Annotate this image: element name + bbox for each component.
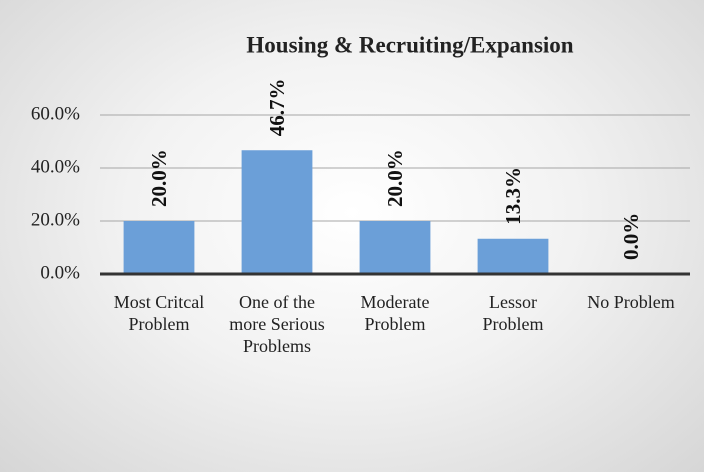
bar — [241, 150, 313, 274]
x-tick-label: One of the more Serious Problems — [229, 292, 325, 356]
bar — [123, 221, 195, 274]
x-tick-label: Most Critcal Problem — [113, 292, 205, 334]
data-label: 20.0% — [147, 149, 171, 207]
data-label: 13.3% — [501, 167, 525, 225]
y-tick-label: 40.0% — [31, 156, 80, 177]
bar — [477, 238, 549, 274]
data-label: 46.7% — [265, 78, 289, 136]
y-tick-label: 60.0% — [31, 103, 80, 124]
x-tick-label: Moderate Problem — [360, 292, 430, 334]
data-label: 20.0% — [383, 149, 407, 207]
data-label: 0.0% — [619, 213, 643, 260]
y-tick-label: 0.0% — [40, 262, 80, 283]
x-tick-label: No Problem — [587, 292, 675, 312]
chart-title: Housing & Recruiting/Expansion — [246, 32, 573, 57]
x-tick-label: Lessor Problem — [482, 292, 544, 334]
bar — [359, 221, 431, 274]
y-tick-label: 20.0% — [31, 209, 80, 230]
